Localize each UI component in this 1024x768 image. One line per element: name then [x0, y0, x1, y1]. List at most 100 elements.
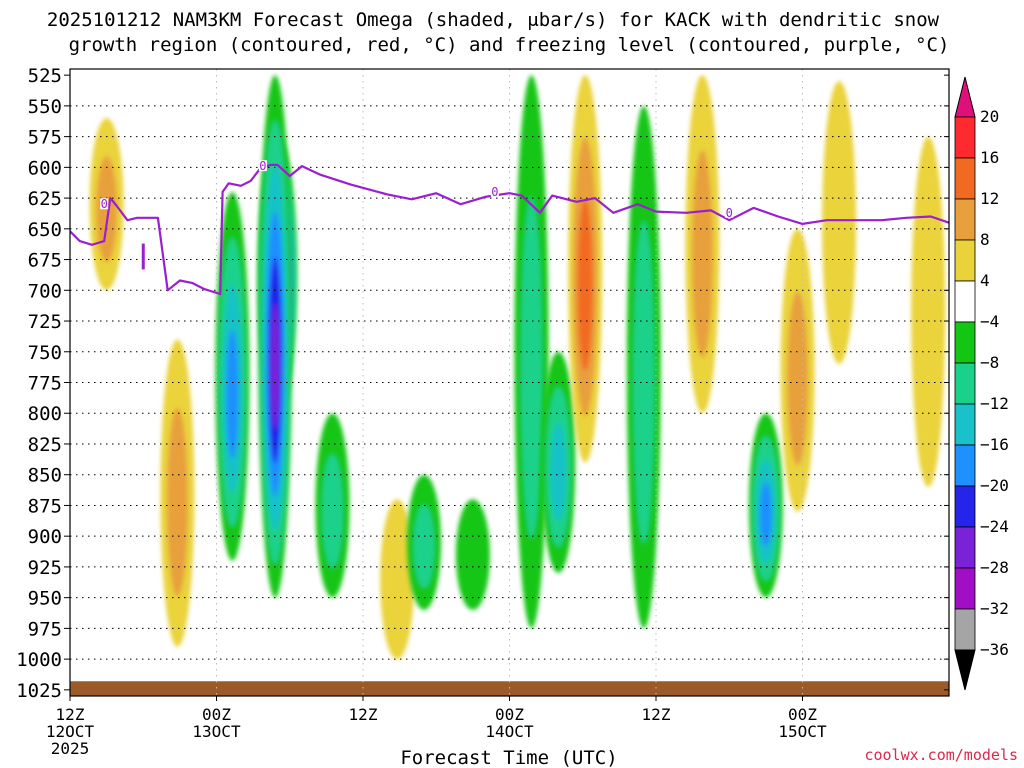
- colorbar-segment: [954, 157, 976, 200]
- omega-feature: [748, 413, 783, 598]
- omega-contour-band: [787, 291, 809, 466]
- omega-contour-band: [455, 499, 490, 610]
- y-tick-label: 775: [28, 373, 62, 395]
- colorbar-segment: [954, 403, 976, 446]
- x-tick-label: 12Z: [56, 705, 85, 724]
- omega-contour-band: [577, 198, 593, 371]
- freezing-level-label-bg: [490, 185, 499, 197]
- colorbar-label: −20: [980, 476, 1009, 495]
- colorbar-label: 8: [980, 230, 990, 249]
- omega-contour-band: [380, 499, 415, 660]
- colorbar-segment: [954, 116, 976, 159]
- omega-feature: [822, 81, 857, 365]
- colorbar-label: −4: [980, 312, 999, 331]
- x-tick-label: 00Z: [495, 705, 524, 724]
- grid-lines: [70, 69, 949, 696]
- colorbar-label: −36: [980, 640, 1009, 659]
- omega-feature: [215, 191, 250, 561]
- freezing-level-marker: [141, 243, 145, 270]
- colorbar: 20 16 12 8 4 −4 −8 −12 −16 −20 −24 −28 −32 −36: [954, 76, 1009, 691]
- omega-contour-band: [270, 302, 280, 430]
- colorbar-label: 20: [980, 107, 999, 126]
- y-tick-label: 550: [28, 96, 62, 118]
- y-tick-label: 1000: [16, 649, 62, 671]
- freezing-level-label-bg: [258, 160, 267, 172]
- colorbar-segment: [954, 280, 976, 323]
- omega-feature: [685, 75, 720, 414]
- y-tick-label: 925: [28, 557, 62, 579]
- omega-contour-band: [322, 454, 343, 568]
- omega-feature: [258, 75, 293, 598]
- omega-feature: [407, 474, 442, 610]
- omega-feature: [780, 228, 815, 512]
- colorbar-segment: [954, 444, 976, 487]
- omega-contour-band: [822, 81, 857, 365]
- y-tick-label: 825: [28, 434, 62, 456]
- colorbar-label: −8: [980, 353, 999, 372]
- chart-title-line-2: growth region (contoured, red, °C) and f…: [69, 34, 950, 56]
- omega-contour-band: [550, 422, 566, 521]
- x-tick-year-label: 2025: [51, 739, 90, 758]
- omega-contour-band: [691, 149, 713, 358]
- colorbar-label: −24: [980, 517, 1009, 536]
- x-tick-date-label: 13OCT: [192, 722, 241, 741]
- credit-link[interactable]: coolwx.com/models: [864, 746, 1018, 764]
- colorbar-segment: [954, 239, 976, 282]
- omega-contour-band: [413, 504, 435, 588]
- omega-contour-band: [633, 221, 655, 543]
- colorbar-label: −28: [980, 558, 1009, 577]
- omega-feature: [380, 499, 415, 660]
- x-tick-label: 00Z: [202, 705, 231, 724]
- colorbar-label: 12: [980, 189, 999, 208]
- terrain-layer: [70, 681, 949, 696]
- omega-feature: [514, 75, 549, 629]
- x-tick-label: 00Z: [788, 705, 817, 724]
- chart-title-line-1: 2025101212 NAM3KM Forecast Omega (shaded…: [47, 9, 940, 31]
- freezing-level-line: [70, 163, 949, 296]
- colorbar-under-triangle: [954, 649, 976, 691]
- x-axis-title: Forecast Time (UTC): [400, 747, 617, 768]
- freezing-level-label: 0: [491, 185, 498, 199]
- colorbar-label: −16: [980, 435, 1009, 454]
- colorbar-segment: [954, 362, 976, 405]
- y-tick-label: 575: [28, 127, 62, 149]
- freezing-level-label: 0: [101, 197, 108, 211]
- freezing-level-label-bg: [725, 206, 734, 218]
- freezing-level-layer: 0 0 0 0: [70, 159, 949, 296]
- y-tick-label: 725: [28, 311, 62, 333]
- omega-contour-band: [521, 197, 542, 538]
- freezing-level-label: 0: [726, 206, 733, 220]
- omega-feature: [315, 413, 350, 598]
- terrain-ground: [70, 681, 949, 696]
- y-tick-label: 1025: [16, 680, 62, 702]
- colorbar-segment: [954, 198, 976, 241]
- x-tick-date-label: 14OCT: [485, 722, 534, 741]
- colorbar-segment: [954, 485, 976, 528]
- freezing-level-label-bg: [100, 198, 109, 210]
- omega-feature: [568, 75, 603, 463]
- omega-contour-band: [759, 482, 772, 547]
- colorbar-over-triangle: [954, 76, 976, 118]
- omega-feature: [541, 351, 576, 574]
- y-tick-label: 850: [28, 465, 62, 487]
- omega-feature: [911, 136, 946, 487]
- y-tick-label: 600: [28, 157, 62, 179]
- omega-feature: [626, 105, 661, 629]
- colorbar-segment: [954, 321, 976, 364]
- y-tick-label: 650: [28, 219, 62, 241]
- y-tick-label: 625: [28, 188, 62, 210]
- omega-shading: [89, 75, 946, 660]
- colorbar-segment: [954, 567, 976, 610]
- x-tick-label: 12Z: [642, 705, 671, 724]
- colorbar-segment: [954, 526, 976, 569]
- colorbar-label: 16: [980, 148, 999, 167]
- colorbar-label: −12: [980, 394, 1009, 413]
- omega-contour-band: [911, 136, 946, 487]
- y-tick-label: 950: [28, 588, 62, 610]
- omega-contour-band: [226, 330, 239, 459]
- y-tick-label: 800: [28, 403, 62, 425]
- freezing-level-label: 0: [259, 159, 266, 173]
- colorbar-segment: [954, 608, 976, 651]
- y-tick-label: 525: [28, 65, 62, 87]
